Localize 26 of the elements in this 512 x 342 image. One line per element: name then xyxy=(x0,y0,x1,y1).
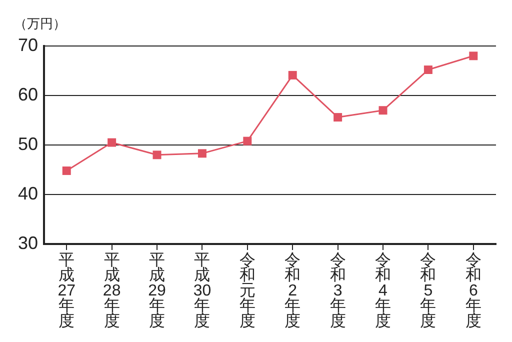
x-tick-label: 平成28年度 xyxy=(102,252,121,330)
point xyxy=(334,113,342,122)
point xyxy=(424,66,432,74)
point xyxy=(469,52,478,60)
point xyxy=(152,150,162,160)
point xyxy=(108,138,116,147)
x-tick-label: 平成29年度 xyxy=(148,252,166,330)
x-tick-label: 平成27年度 xyxy=(58,252,76,330)
x-tick-label: 令和元年度 xyxy=(239,252,256,330)
x-tick-label: 令和2年度 xyxy=(284,252,301,330)
point xyxy=(243,136,252,146)
x-tick-label: 平成30年度 xyxy=(193,252,212,330)
y-axis-title: （万円） xyxy=(14,16,66,32)
x-tick-label: 令和3年度 xyxy=(330,252,346,330)
x-tick-label: 令和5年度 xyxy=(420,252,436,330)
point xyxy=(198,149,206,158)
x-tick-label: 令和4年度 xyxy=(375,252,392,330)
y-tick-label: 30 xyxy=(18,232,38,253)
point xyxy=(62,166,71,175)
x-tick-label: 令和6年度 xyxy=(465,252,482,330)
point xyxy=(378,106,388,115)
y-tick-label: 40 xyxy=(18,183,38,204)
y-tick-label: 70 xyxy=(18,34,38,55)
y-tick-label: 50 xyxy=(18,134,38,154)
point xyxy=(288,70,297,80)
y-tick-label: 60 xyxy=(18,84,38,104)
